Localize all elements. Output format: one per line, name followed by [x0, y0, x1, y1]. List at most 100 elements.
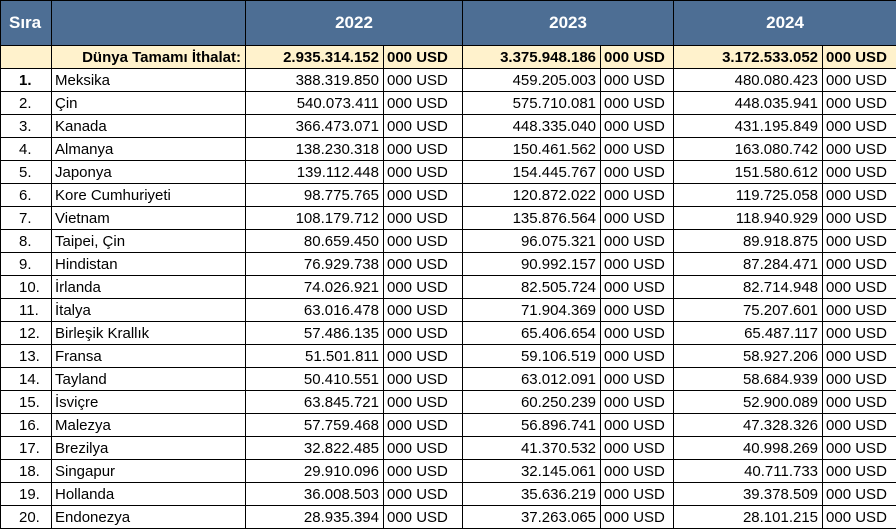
unit-2024-cell: 000 USD: [822, 298, 896, 322]
table-row: 14. Tayland 50.410.551 000 USD 63.012.091 000…: [0, 367, 896, 391]
value-2022-cell: 57.486.135: [245, 321, 384, 345]
value-2024-cell: 448.035.941: [673, 91, 824, 115]
unit-2022-cell: 000 USD: [382, 298, 464, 322]
unit-2024-cell: 000 USD: [822, 275, 896, 299]
value-2024-cell: 119.725.058: [673, 183, 824, 207]
unit-2023-cell: 000 USD: [600, 505, 675, 529]
unit-2024-cell: 000 USD: [822, 229, 896, 253]
country-header: [51, 0, 246, 46]
unit-2022-cell: 000 USD: [382, 505, 464, 529]
rank-cell: 13.: [0, 344, 52, 368]
country-cell: İrlanda: [51, 275, 246, 299]
value-2023-cell: 448.335.040: [462, 114, 602, 138]
table-row: 5. Japonya 139.112.448 000 USD 154.445.767 00…: [0, 160, 896, 184]
value-2024-cell: 40.998.269: [673, 436, 824, 460]
country-cell: Malezya: [51, 413, 246, 437]
rank-cell: 1.: [0, 68, 52, 92]
unit-2024-cell: 000 USD: [822, 91, 896, 115]
value-2023-cell: 90.992.157: [462, 252, 602, 276]
unit-2022-cell: 000 USD: [382, 436, 464, 460]
unit-2024-cell: 000 USD: [822, 183, 896, 207]
unit-2022-cell: 000 USD: [382, 160, 464, 184]
country-cell: İsviçre: [51, 390, 246, 414]
country-cell: Japonya: [51, 160, 246, 184]
value-2023-cell: 154.445.767: [462, 160, 602, 184]
country-cell: Singapur: [51, 459, 246, 483]
unit-2022-cell: 000 USD: [382, 252, 464, 276]
country-cell: Endonezya: [51, 505, 246, 529]
value-2024-cell: 82.714.948: [673, 275, 824, 299]
value-2022-cell: 80.659.450: [245, 229, 384, 253]
unit-2023-cell: 000 USD: [600, 367, 675, 391]
unit-2022-cell: 000 USD: [382, 321, 464, 345]
rank-cell: 3.: [0, 114, 52, 138]
value-2024-cell: 87.284.471: [673, 252, 824, 276]
table-row: 13. Fransa 51.501.811 000 USD 59.106.519 000 …: [0, 344, 896, 368]
table-row: 12. Birleşik Krallık 57.486.135 000 USD 65.4…: [0, 321, 896, 345]
unit-2024-cell: 000 USD: [822, 413, 896, 437]
value-2023-cell: 37.263.065: [462, 505, 602, 529]
country-cell: Kore Cumhuriyeti: [51, 183, 246, 207]
unit-2024-cell: 000 USD: [822, 505, 896, 529]
unit-2023-cell: 000 USD: [600, 459, 675, 483]
unit-2022-cell: 000 USD: [382, 68, 464, 92]
year-header-2024: 2024: [673, 0, 896, 46]
value-2023-cell: 56.896.741: [462, 413, 602, 437]
value-2024-cell: 52.900.089: [673, 390, 824, 414]
value-2024-cell: 89.918.875: [673, 229, 824, 253]
country-cell: Kanada: [51, 114, 246, 138]
table-row: 17. Brezilya 32.822.485 000 USD 41.370.532 00…: [0, 436, 896, 460]
unit-2023-cell: 000 USD: [600, 482, 675, 506]
value-2024-cell: 28.101.215: [673, 505, 824, 529]
rank-cell: 7.: [0, 206, 52, 230]
value-2023-cell: 135.876.564: [462, 206, 602, 230]
rank-cell: 20.: [0, 505, 52, 529]
value-2023-cell: 150.461.562: [462, 137, 602, 161]
value-2023-cell: 96.075.321: [462, 229, 602, 253]
total-label: Dünya Tamamı İthalat:: [51, 45, 246, 69]
rank-cell: 18.: [0, 459, 52, 483]
table-row: 11. İtalya 63.016.478 000 USD 71.904.369 000 …: [0, 298, 896, 322]
value-2024-cell: 58.927.206: [673, 344, 824, 368]
unit-2023-cell: 000 USD: [600, 160, 675, 184]
table-row: 18. Singapur 29.910.096 000 USD 32.145.061 00…: [0, 459, 896, 483]
table-row: 3. Kanada 366.473.071 000 USD 448.335.040 000…: [0, 114, 896, 138]
value-2024-cell: 163.080.742: [673, 137, 824, 161]
table-row: 8. Taipei, Çin 80.659.450 000 USD 96.075.321…: [0, 229, 896, 253]
value-2023-cell: 35.636.219: [462, 482, 602, 506]
country-cell: İtalya: [51, 298, 246, 322]
unit-2022-cell: 000 USD: [382, 114, 464, 138]
table-row: 6. Kore Cumhuriyeti 98.775.765 000 USD 120.8…: [0, 183, 896, 207]
unit-2023-cell: 000 USD: [600, 137, 675, 161]
value-2022-cell: 57.759.468: [245, 413, 384, 437]
unit-2022-cell: 000 USD: [382, 91, 464, 115]
unit-2023-cell: 000 USD: [600, 206, 675, 230]
unit-2023-cell: 000 USD: [600, 298, 675, 322]
unit-2023-cell: 000 USD: [600, 68, 675, 92]
rank-cell: 16.: [0, 413, 52, 437]
total-value-2023: 3.375.948.186: [462, 45, 602, 69]
rank-cell: 15.: [0, 390, 52, 414]
rank-cell: 19.: [0, 482, 52, 506]
unit-2022-cell: 000 USD: [382, 137, 464, 161]
unit-2023-cell: 000 USD: [600, 91, 675, 115]
value-2022-cell: 36.008.503: [245, 482, 384, 506]
rank-cell: 9.: [0, 252, 52, 276]
value-2024-cell: 65.487.117: [673, 321, 824, 345]
unit-2024-cell: 000 USD: [822, 137, 896, 161]
unit-2022-cell: 000 USD: [382, 344, 464, 368]
country-cell: Fransa: [51, 344, 246, 368]
rank-header: Sıra: [0, 0, 52, 46]
value-2024-cell: 39.378.509: [673, 482, 824, 506]
year-header-2022: 2022: [244, 0, 464, 46]
unit-2024-cell: 000 USD: [822, 436, 896, 460]
rank-cell: 10.: [0, 275, 52, 299]
value-2022-cell: 138.230.318: [245, 137, 384, 161]
unit-2023-cell: 000 USD: [600, 436, 675, 460]
value-2023-cell: 63.012.091: [462, 367, 602, 391]
value-2023-cell: 71.904.369: [462, 298, 602, 322]
table-row: 7. Vietnam 108.179.712 000 USD 135.876.564 00…: [0, 206, 896, 230]
country-cell: Vietnam: [51, 206, 246, 230]
value-2023-cell: 59.106.519: [462, 344, 602, 368]
